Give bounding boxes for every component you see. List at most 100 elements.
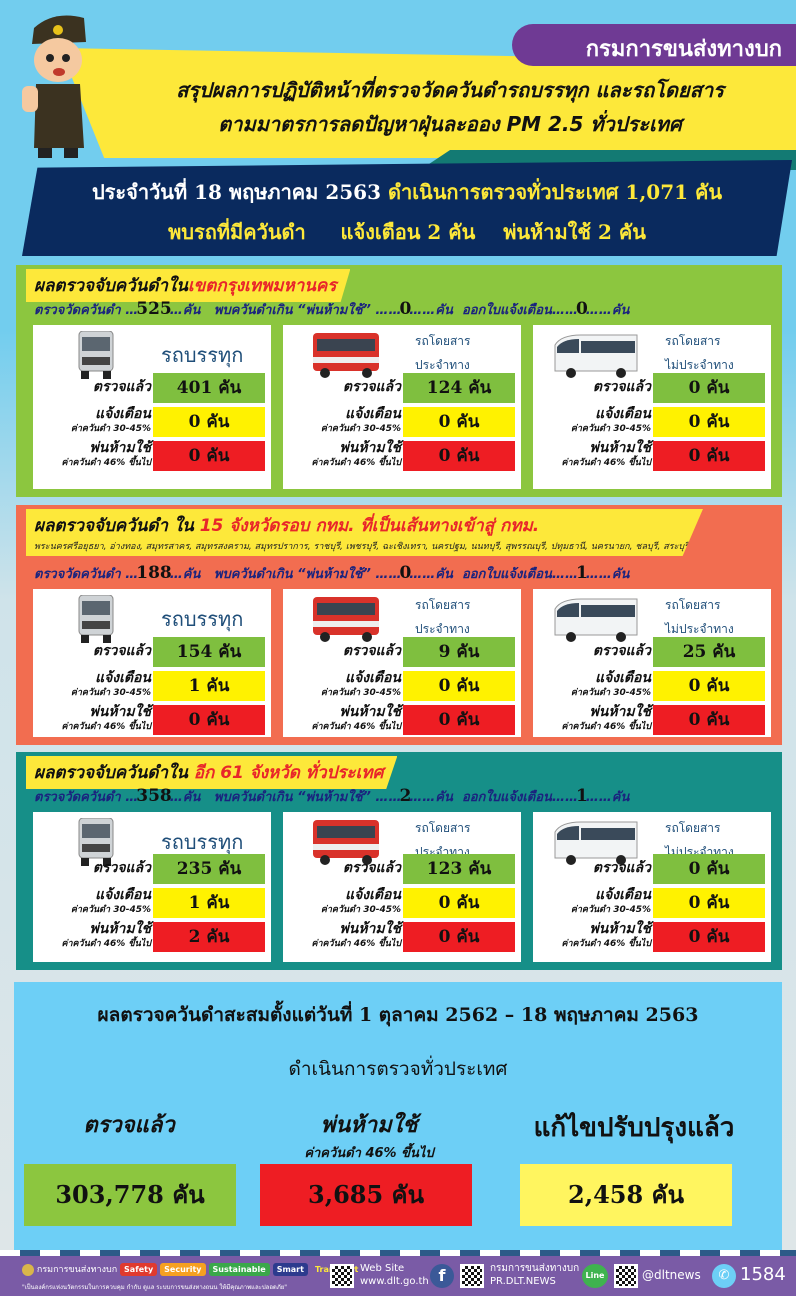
checked-row: ตรวจแล้ว 9 คัน: [283, 637, 521, 669]
prohibit-label: พ่นห้ามใช้: [89, 921, 151, 937]
prohibit-value: 0 คัน: [403, 705, 515, 735]
prohibit-label: พ่นห้ามใช้: [339, 704, 401, 720]
line-id[interactable]: @dltnews: [642, 1268, 701, 1282]
hotline[interactable]: 1584: [740, 1264, 786, 1285]
page-title-line1: สรุปผลการปฏิบัติหน้าที่ตรวจวัดควันดำรถบร…: [176, 78, 724, 102]
warning-sublabel: ค่าควันดำ 30-45%: [70, 905, 151, 915]
section-summary-line: ตรวจวัดควันดำ …525…คัน พบควันดำเกิน “พ่น…: [34, 299, 630, 319]
warning-label: แจ้งเตือน: [95, 670, 151, 686]
unit-label: คัน: [206, 927, 230, 947]
prohibit-value: 2 คัน: [153, 922, 265, 952]
section-title: ผลตรวจจับควันดำ ใน 15 จังหวัดรอบ กทม. ที…: [26, 509, 703, 556]
vehicle-type: รถบรรทุก: [161, 343, 244, 367]
warning-count: 1: [188, 893, 201, 913]
coach-bus-icon: [551, 818, 641, 866]
checked-count: 401: [176, 378, 213, 398]
warning-value: 0 คัน: [403, 671, 515, 701]
prohibit-count: 0: [688, 446, 701, 466]
checked-value: 0 คัน: [653, 373, 765, 403]
prohibit-count: 0: [438, 927, 451, 947]
vehicle-type: รถบรรทุก: [161, 830, 244, 854]
prohibit-sublabel: ค่าควันดำ 46% ขึ้นไป: [311, 939, 401, 949]
checked-count: 9: [438, 642, 451, 662]
prohibit-found-value: 0: [399, 299, 412, 319]
vehicle-type: รถโดยสาร ประจำทาง: [415, 329, 471, 377]
checked-label: ตรวจแล้ว: [592, 860, 651, 876]
checked-count: 124: [426, 378, 463, 398]
prohibit-sublabel: ค่าควันดำ 46% ขึ้นไป: [561, 939, 651, 949]
section-summary-line: ตรวจวัดควันดำ …358…คัน พบควันดำเกิน “พ่น…: [34, 786, 630, 806]
unit-label: คัน: [456, 642, 480, 662]
prohibit-count: 0: [688, 710, 701, 730]
unit-label: …คัน: [422, 567, 453, 582]
vehicle-card: รถโดยสาร ประจำทาง ตรวจแล้ว 9 คัน แจ้งเตือน ค่…: [283, 589, 521, 737]
section-title: ผลตรวจจับควันดำในเขตกรุงเทพมหานคร: [26, 269, 351, 302]
prohibit-row: พ่นห้ามใช้ ค่าควันดำ 46% ขึ้นไป 0 คัน: [33, 441, 271, 473]
prohibit-sublabel: ค่าควันดำ 46% ขึ้นไป: [61, 458, 151, 468]
vehicle-card: รถโดยสาร ไม่ประจำทาง ตรวจแล้ว 0 คัน แจ้งเตือ…: [533, 325, 771, 489]
facebook-icon[interactable]: f: [430, 1264, 454, 1288]
warning-row: แจ้งเตือน ค่าควันดำ 30-45% 0 คัน: [533, 671, 771, 703]
warning-sublabel: ค่าควันดำ 30-45%: [570, 905, 651, 915]
prohibit-label: พ่นห้ามใช้: [589, 440, 651, 456]
checked-value: 123 คัน: [403, 854, 515, 884]
warning-sublabel: ค่าควันดำ 30-45%: [320, 424, 401, 434]
checked-label: ตรวจแล้ว: [342, 379, 401, 395]
website-link[interactable]: www.dlt.go.th: [360, 1276, 429, 1287]
city-bus-icon: [301, 331, 391, 379]
vehicle-type-line2: ประจำทาง: [415, 622, 470, 636]
unit-label: คัน: [706, 859, 730, 879]
vehicle-type: รถบรรทุก: [161, 607, 244, 631]
warning-sublabel: ค่าควันดำ 30-45%: [570, 424, 651, 434]
measured-label: ตรวจวัดควันดำ …: [34, 790, 139, 805]
divider: [0, 1250, 796, 1256]
checked-row: ตรวจแล้ว 0 คัน: [533, 373, 771, 405]
coach-bus-icon: [551, 331, 641, 379]
warning-count: 0: [688, 412, 701, 432]
unit-label: คัน: [456, 412, 480, 432]
warning-count: 0: [438, 893, 451, 913]
unit-label: คัน: [706, 446, 730, 466]
qr-code-icon: [460, 1264, 484, 1288]
summary-prohibit-value: 3,685 คัน: [260, 1164, 472, 1226]
checked-value: 9 คัน: [403, 637, 515, 667]
warning-sublabel: ค่าควันดำ 30-45%: [320, 905, 401, 915]
phone-icon: ✆: [712, 1264, 736, 1288]
prohibit-sublabel: ค่าควันดำ 46% ขึ้นไป: [311, 458, 401, 468]
vehicle-type-line1: รถโดยสาร: [415, 598, 471, 612]
prohibit-label: พ่นห้ามใช้: [589, 921, 651, 937]
vehicle-type-line1: รถโดยสาร: [665, 598, 721, 612]
summary-fixed-label: แก้ไขปรับปรุงแล้ว: [533, 1113, 735, 1143]
prohibit-sublabel: ค่าควันดำ 46% ขึ้นไป: [561, 458, 651, 468]
daily-found: พบรถที่มีควันดำ: [168, 220, 306, 244]
section-title-highlight: 15 จังหวัดรอบ กทม. ที่เป็นเส้นทางเข้าสู่…: [199, 516, 540, 536]
unit-label: คัน: [706, 927, 730, 947]
dlt-logo-icon: [22, 1263, 34, 1276]
warning-value: 0 คัน: [403, 888, 515, 918]
warning-row: แจ้งเตือน ค่าควันดำ 30-45% 0 คัน: [283, 407, 521, 439]
prohibit-row: พ่นห้ามใช้ ค่าควันดำ 46% ขึ้นไป 0 คัน: [533, 705, 771, 737]
warning-value: 1 คัน: [153, 671, 265, 701]
prohibit-value: 0 คัน: [403, 922, 515, 952]
unit-label: คัน: [456, 893, 480, 913]
unit-label: คัน: [706, 710, 730, 730]
prohibit-label: พ่นห้ามใช้: [339, 921, 401, 937]
warning-value: 0 คัน: [653, 407, 765, 437]
section-2: ผลตรวจจับควันดำ ใน 15 จังหวัดรอบ กทม. ที…: [16, 505, 782, 745]
prohibit-found-value: 0: [399, 563, 412, 583]
measured-value: 358: [136, 786, 172, 806]
line-icon[interactable]: Line: [582, 1264, 608, 1288]
warning-value: 1 คัน: [153, 888, 265, 918]
checked-count: 25: [682, 642, 707, 662]
tag-safety: Safety: [120, 1263, 158, 1276]
qr-code-icon: [614, 1264, 638, 1288]
prohibit-sublabel: ค่าควันดำ 46% ขึ้นไป: [61, 722, 151, 732]
tag-sustainable: Sustainable: [208, 1263, 270, 1276]
unit-label: คัน: [468, 859, 492, 879]
section-summary-line: ตรวจวัดควันดำ …188…คัน พบควันดำเกิน “พ่น…: [34, 563, 630, 583]
prohibit-count: 0: [688, 927, 701, 947]
facebook-page[interactable]: PR.DLT.NEWS: [490, 1276, 556, 1287]
warning-label: แจ้งเตือน: [345, 887, 401, 903]
vehicle-card: รถโดยสาร ประจำทาง ตรวจแล้ว 123 คัน แจ้งเตือน…: [283, 812, 521, 962]
warning-count: 0: [438, 676, 451, 696]
